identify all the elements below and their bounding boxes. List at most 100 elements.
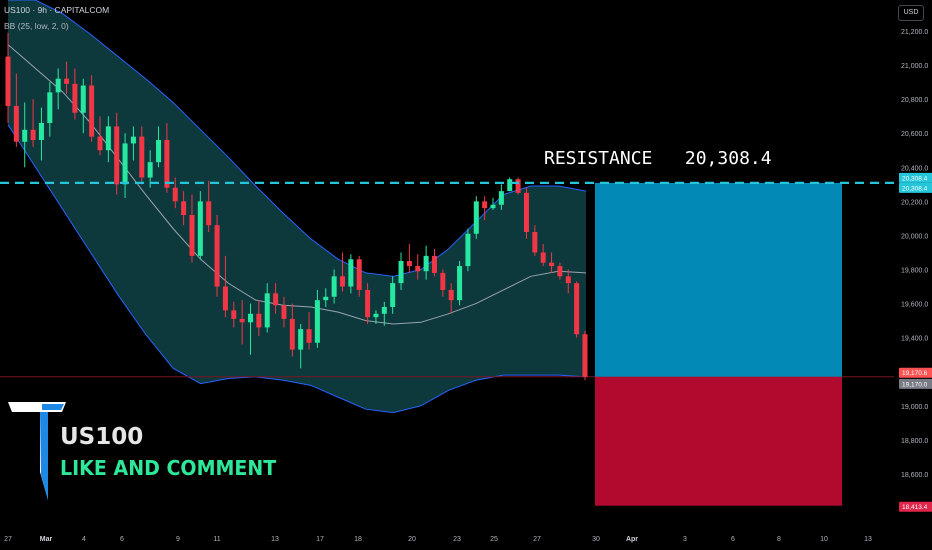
y-tick-label: 20,600.0	[901, 131, 928, 138]
candle-body	[473, 201, 479, 234]
candle-body	[339, 276, 346, 287]
x-tick-label: 11	[213, 536, 220, 543]
price-tag-label: 19,170.6	[902, 370, 928, 377]
candle-body	[130, 136, 136, 144]
candle-body	[30, 129, 36, 141]
bollinger-band-fill	[8, 0, 586, 413]
candle-body	[415, 266, 421, 272]
candle-body	[582, 334, 588, 377]
x-tick-label: 3	[683, 536, 687, 543]
y-tick-label: 19,000.0	[901, 404, 928, 411]
candle-body	[289, 318, 295, 350]
x-tick-label: 23	[453, 536, 461, 543]
candle-body	[222, 286, 228, 311]
x-tick-label: 30	[592, 536, 600, 543]
x-tick-label: Mar	[40, 536, 53, 543]
candle-body	[273, 293, 279, 306]
bollinger-basis-line	[7, 44, 587, 325]
candle-body	[557, 266, 563, 277]
x-tick-label: 27	[533, 536, 541, 543]
y-tick-label: 18,800.0	[901, 438, 928, 445]
candle-body	[314, 300, 320, 343]
x-tick-label: 27	[4, 536, 12, 543]
candle-body	[348, 259, 354, 287]
candle-body	[181, 201, 187, 215]
brand-title: US100	[60, 424, 144, 450]
candle-body	[431, 255, 437, 273]
x-tick-label: Apr	[626, 536, 638, 543]
candle-body	[390, 283, 396, 307]
candle-body	[356, 259, 362, 290]
candle-body	[423, 255, 429, 272]
candle-body	[532, 232, 538, 253]
x-tick-label: 10	[820, 536, 828, 543]
candle-body	[507, 179, 513, 192]
x-tick-label: 13	[271, 536, 279, 543]
candle-body	[197, 201, 203, 256]
candle-body	[398, 260, 404, 284]
candle-body	[440, 272, 446, 290]
candle-body	[465, 233, 471, 267]
x-tick-label: 6	[731, 536, 735, 543]
x-tick-label: 13	[864, 536, 872, 543]
y-tick-label: 20,400.0	[901, 165, 928, 172]
y-tick-label: 18,600.0	[901, 472, 928, 479]
candle-body	[373, 313, 379, 318]
symbol-header[interactable]: US100 · 9h · CAPITALCOM	[4, 5, 110, 15]
x-tick-label: 6	[120, 536, 124, 543]
price-tag	[899, 172, 932, 183]
candle-body	[515, 179, 521, 193]
price-axis[interactable]	[894, 0, 932, 550]
candle-body	[80, 85, 86, 113]
target-zone-upper[interactable]	[595, 182, 842, 377]
brand-subtitle: LIKE AND COMMENT	[60, 456, 277, 480]
candle-body	[5, 56, 11, 106]
candle-body	[206, 201, 212, 226]
time-axis[interactable]	[0, 525, 932, 550]
candle-body	[114, 126, 120, 185]
y-tick-label: 20,800.0	[901, 97, 928, 104]
bollinger-upper-line	[8, 0, 587, 277]
bollinger-lower-line	[7, 124, 587, 414]
candle-body	[189, 214, 195, 256]
price-tag-label: 20,308.4	[902, 175, 928, 182]
candle-body	[381, 306, 387, 314]
candle-body	[406, 260, 412, 267]
price-tag	[899, 378, 932, 389]
candle-body	[147, 162, 153, 178]
candle-body	[64, 78, 70, 84]
y-tick-label: 21,000.0	[901, 63, 928, 70]
x-tick-label: 4	[82, 536, 86, 543]
y-tick-label: 19,800.0	[901, 268, 928, 275]
candle-body	[38, 122, 44, 141]
resistance-label: RESISTANCE 20,308.4	[544, 148, 772, 169]
price-tag-label: 20,308.4	[902, 185, 928, 192]
candle-body	[306, 329, 312, 343]
candle-body	[13, 105, 19, 142]
candle-body	[122, 143, 128, 185]
candle-body	[247, 313, 254, 323]
candle-body	[156, 140, 162, 163]
price-tag	[899, 182, 932, 193]
x-tick-label: 18	[354, 536, 362, 543]
candle-body	[239, 318, 245, 323]
candle-body	[22, 129, 28, 142]
candle-body	[89, 85, 95, 137]
x-tick-label: 8	[777, 536, 781, 543]
candle-body	[365, 289, 371, 318]
candle-body	[281, 305, 287, 319]
candle-body	[457, 266, 463, 301]
y-tick-label: 19,400.0	[901, 336, 928, 343]
candle-body	[574, 283, 580, 335]
stop-zone-lower[interactable]	[595, 376, 842, 506]
candle-body	[139, 136, 145, 178]
candle-body	[565, 276, 571, 284]
candle-body	[55, 78, 61, 93]
candle-body	[549, 262, 555, 267]
indicator-legend[interactable]: BB (25, low, 2, 0)	[4, 21, 69, 31]
candle-body	[323, 296, 329, 301]
candle-body	[448, 289, 454, 301]
currency-button[interactable]: USD	[898, 5, 924, 21]
